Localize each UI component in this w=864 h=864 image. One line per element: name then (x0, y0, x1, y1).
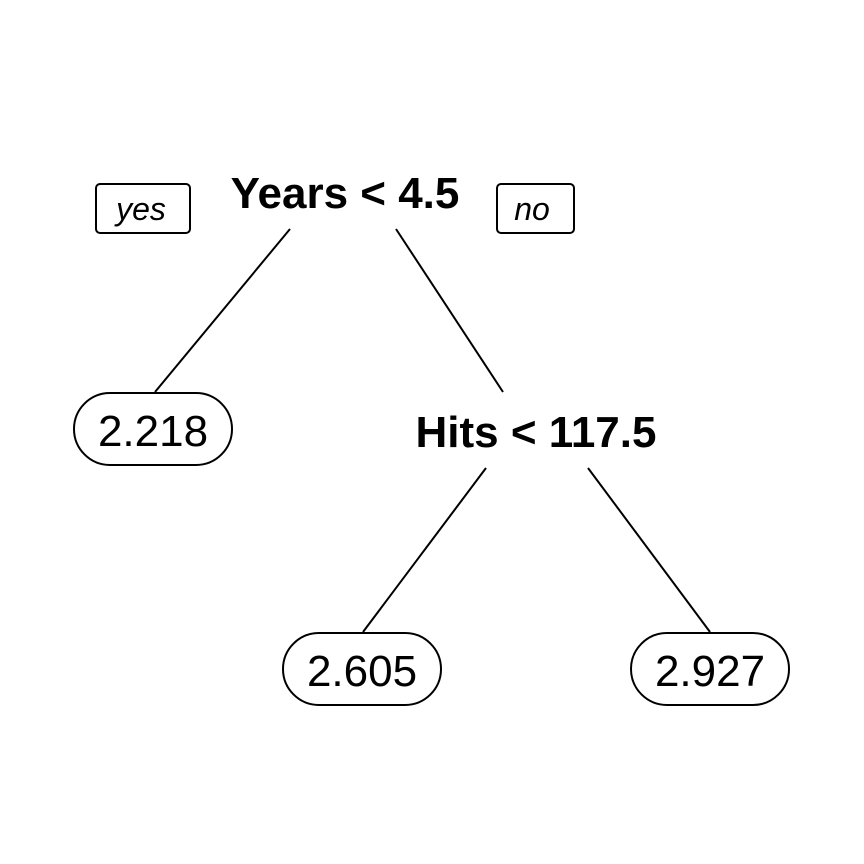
edge-hits-left (362, 467, 487, 633)
edge-root-right (395, 228, 504, 393)
leaf-2-value: 2.605 (307, 647, 417, 696)
yes-label-box (95, 183, 191, 234)
hits-split-label: Hits < 117.5 (416, 408, 657, 457)
edge-hits-right (587, 467, 711, 633)
no-label-box (496, 183, 575, 234)
leaf-3-value: 2.927 (655, 647, 765, 696)
leaf-3-box (630, 632, 790, 706)
no-label: no (514, 191, 550, 227)
leaf-1-value: 2.218 (98, 407, 208, 456)
leaf-2-box (282, 632, 442, 706)
edge-root-left (154, 228, 291, 393)
yes-label: yes (114, 191, 166, 227)
root-split-label: Years < 4.5 (231, 169, 460, 218)
leaf-1-box (73, 392, 233, 466)
